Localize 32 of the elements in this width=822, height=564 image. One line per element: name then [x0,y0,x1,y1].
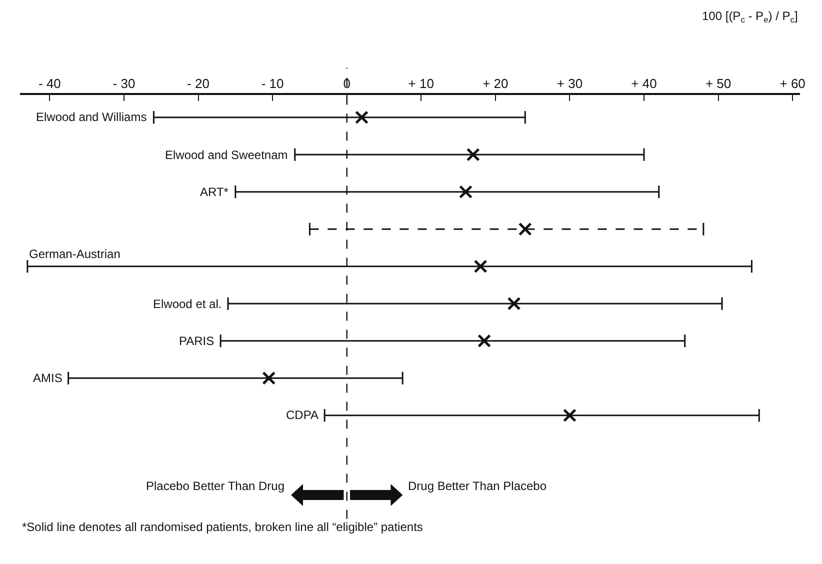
x-tick-label: + 60 [780,76,806,92]
y-tick-label: AMIS [33,371,62,385]
x-tick-label: - 20 [187,76,210,92]
point [354,110,368,124]
x-tick-label: + 30 [556,76,583,92]
x-tick-label: + 50 [705,76,732,92]
point [466,148,480,162]
x-tick-label: - 10 [261,76,284,92]
point [518,222,532,236]
y-tick-label: Elwood et al. [153,297,222,311]
y-tick-label: CDPA [286,408,318,422]
point [458,185,472,199]
x-tick-label: + 10 [408,76,434,92]
point [478,334,492,348]
x-tick-label: 0 [343,76,350,92]
y-tick-label: Elwood and Williams [36,110,147,124]
y-tick-label: German-Austrian [29,247,120,261]
x-tick-label: + 20 [482,76,508,92]
text: Placebo Better Than Drug [146,479,285,493]
x-tick-label: + 40 [631,76,657,92]
y-tick-label: Elwood and Sweetnam [165,148,288,162]
y-tick-label: ART* [200,185,229,199]
point [262,371,276,385]
text: Drug Better Than Placebo [408,479,547,493]
text: *Solid line denotes all randomised patients, broken line all “eligible” patients [22,520,423,534]
point [474,260,488,274]
y-tick-label: PARIS [179,334,214,348]
x-axis-title: 100 [(P$_{c}$ - P$_{e}$) / P$_{c}$] [702,9,798,25]
point [562,408,576,422]
point [507,296,521,310]
x-tick-label: - 40 [38,76,61,92]
x-tick-label: - 30 [112,76,136,92]
